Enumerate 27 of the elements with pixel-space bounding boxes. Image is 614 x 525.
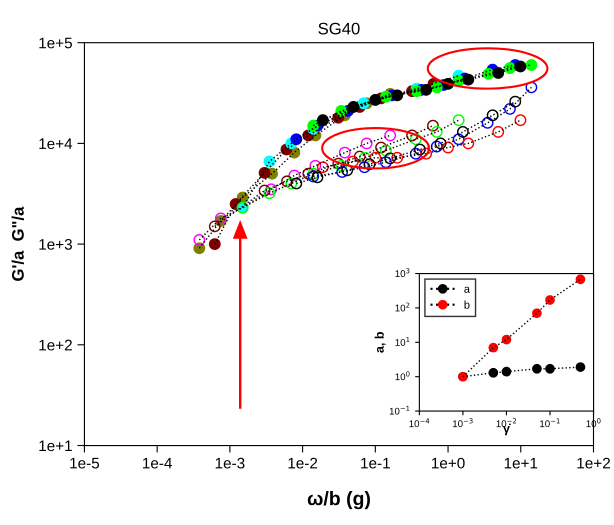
y-tick-label: 10$^{0}$ [396, 371, 410, 380]
y-axis-title: G'/a G"/a [12, 206, 24, 281]
x-axis-title: ω/b (g) [308, 491, 370, 510]
y-tick-label: 1e+3 [39, 238, 72, 250]
y-tick-label: 10$^{2}$ [396, 302, 410, 312]
legend-label: b [464, 300, 470, 309]
y-tick-label: 1e+1 [39, 440, 72, 452]
x-tick-label: 10$^{−4}$ [409, 418, 430, 428]
y-tick-label: 1e+4 [39, 138, 72, 150]
y-tick-label: 10$^{1}$ [396, 337, 410, 346]
x-tick-label: 1e-4 [143, 458, 172, 469]
y-axis-title: a, b [374, 332, 386, 353]
x-tick-label: 10$^{−1}$ [540, 418, 560, 428]
y-tick-label: 10$^{3}$ [396, 268, 410, 278]
x-tick-label: 10$^{−3}$ [453, 418, 473, 428]
x-tick-label: 1e-3 [216, 458, 244, 469]
x-tick-label: 1e+0 [432, 458, 465, 469]
x-tick-label: 1e-5 [70, 458, 100, 469]
x-tick-label: 1e-1 [361, 458, 390, 469]
y-tick-label: 1e+5 [39, 38, 72, 48]
x-tick-label: 1e+1 [504, 458, 538, 469]
x-tick-label: 1e-2 [288, 458, 318, 469]
y-tick-label: 10$^{−1}$ [390, 406, 410, 415]
chart-title: SG40 [318, 22, 360, 35]
y-tick-label: 1e+2 [39, 340, 72, 350]
x-tick-label: 1e+2 [577, 458, 610, 469]
legend-label: a [464, 286, 470, 293]
